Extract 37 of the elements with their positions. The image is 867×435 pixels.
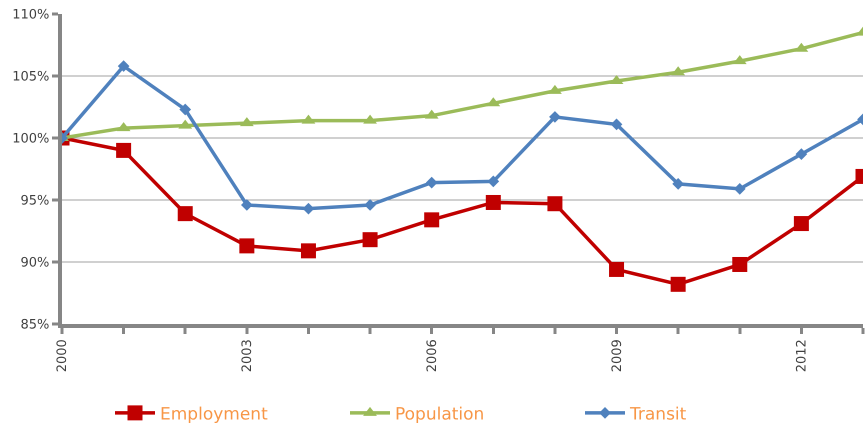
point (734, 182, 746, 195)
x-tick-label: 2003 (240, 339, 256, 372)
point (178, 206, 193, 222)
point (239, 238, 254, 254)
y-tick-label: 100% (12, 132, 50, 147)
point (424, 212, 440, 228)
y-tick-label: 85% (20, 318, 50, 333)
point (547, 196, 562, 212)
x-tick-label: 2000 (55, 339, 70, 372)
point (549, 111, 561, 123)
point (487, 176, 500, 188)
point (796, 148, 808, 160)
point (732, 256, 748, 272)
point (300, 243, 316, 258)
point (609, 262, 624, 277)
point (794, 216, 809, 232)
point (364, 199, 376, 211)
point (486, 194, 501, 210)
point (362, 232, 378, 248)
x-tick-label: 2006 (424, 339, 440, 372)
point (672, 178, 684, 190)
y-tick-label: 105% (12, 70, 50, 85)
y-tick-label: 95% (20, 194, 50, 209)
legend-label: Employment (160, 404, 268, 424)
point (118, 60, 130, 72)
x-tick-label: 2012 (794, 339, 810, 372)
y-tick-label: 110% (12, 8, 50, 23)
point (241, 199, 253, 211)
legend-label: Population (395, 404, 484, 424)
point (302, 202, 314, 215)
point (116, 142, 132, 158)
point (610, 118, 622, 130)
point (670, 276, 686, 292)
legend-label: Transit (629, 404, 687, 424)
y-tick-label: 90% (20, 256, 50, 271)
point (179, 104, 192, 116)
x-tick-label: 2009 (610, 339, 625, 372)
